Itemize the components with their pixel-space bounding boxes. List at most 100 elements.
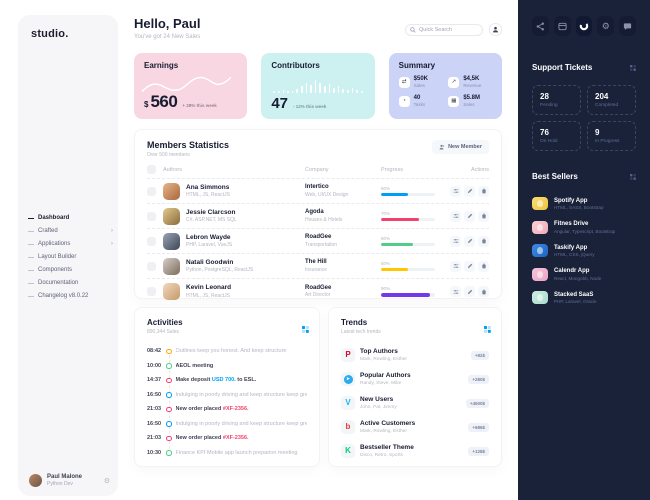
- edit-button[interactable]: [464, 210, 475, 222]
- settings-button[interactable]: [450, 286, 461, 297]
- activities-subtitle: 890,344 Sales: [147, 329, 179, 335]
- delete-button[interactable]: [478, 235, 489, 247]
- grid-dots-icon[interactable]: [630, 58, 636, 76]
- chat-button[interactable]: [619, 16, 636, 36]
- progress-bar: [381, 267, 435, 272]
- sidebar-item-crafted[interactable]: Crafted ›: [28, 224, 113, 237]
- trend-item[interactable]: V New Users John, Pat, Jimmy +4500$: [341, 391, 489, 415]
- trend-item[interactable]: P Top Authors Mark, Rowling, Esther +82$: [341, 343, 489, 367]
- new-member-button[interactable]: New Member: [432, 140, 489, 154]
- best-seller-item[interactable]: Fitnes Drive Angular, Typescript, Bootstr…: [532, 216, 636, 240]
- status-dot: [166, 348, 172, 354]
- delete-button[interactable]: [478, 286, 489, 297]
- author-skills: HTML, JS, ReactJS: [186, 192, 230, 199]
- delete-button[interactable]: [478, 260, 489, 272]
- user-name: Paul Malone: [47, 474, 83, 480]
- best-seller-item[interactable]: Stacked SaaS PHP, Laravel, Oracle: [532, 286, 636, 310]
- activity-button[interactable]: [575, 16, 593, 36]
- swap-icon: ⇄: [398, 76, 410, 88]
- edit-button[interactable]: [464, 235, 475, 247]
- share-button[interactable]: [532, 16, 549, 36]
- author-skills: HTML, JS, ReactJS: [186, 292, 230, 299]
- progress-label: 50%: [381, 260, 391, 266]
- activity-link[interactable]: #XF-2356.: [222, 406, 249, 413]
- ticket-card: 204 Completed: [587, 85, 636, 115]
- contributors-delta: - 12% this week: [293, 104, 327, 109]
- row-checkbox[interactable]: [147, 211, 156, 221]
- summary-item: ▦ $5.8M Sales: [448, 95, 492, 107]
- progress-bar: [381, 217, 435, 222]
- edit-button[interactable]: [464, 185, 475, 197]
- sidebar-item-applications[interactable]: Applications ›: [28, 237, 113, 250]
- bing-icon: b: [341, 420, 355, 434]
- loader-icon: [579, 21, 589, 31]
- gear-icon: ⚙: [601, 20, 610, 31]
- row-checkbox[interactable]: [147, 186, 156, 196]
- progress-label: 60%: [381, 235, 391, 241]
- trend-badge: +280$: [468, 374, 489, 384]
- settings-button[interactable]: [450, 260, 461, 272]
- settings-button[interactable]: [450, 235, 461, 247]
- activity-link[interactable]: USD 700.: [211, 377, 236, 384]
- company-name: The Hill: [305, 259, 327, 266]
- sliders-icon: [453, 289, 458, 294]
- row-checkbox[interactable]: [147, 236, 156, 246]
- author-skills: C#, ASP.NET, MS SQL: [186, 217, 237, 224]
- window-button[interactable]: [553, 16, 571, 36]
- contributors-title: Contributors: [271, 61, 320, 70]
- delete-button[interactable]: [478, 185, 489, 197]
- trend-badge: +686$: [468, 422, 489, 432]
- sidebar-item-layout-builder[interactable]: Layout Builder: [28, 250, 113, 263]
- trend-item[interactable]: K Bestseller Theme Disco, Retro, Sports +12…: [341, 439, 489, 463]
- select-all-checkbox[interactable]: [147, 165, 156, 174]
- company-name: RoadGee: [305, 284, 332, 291]
- gear-icon[interactable]: ⚙: [103, 477, 110, 485]
- grid-dots-icon[interactable]: [630, 167, 636, 185]
- trend-item[interactable]: b Active Customers Mark, Rowling, Esther +6…: [341, 415, 489, 439]
- sidebar-item-components[interactable]: Components: [28, 263, 113, 276]
- product-thumbnail: [532, 244, 548, 258]
- trend-list: P Top Authors Mark, Rowling, Esther +82$ ➤ P…: [341, 343, 489, 463]
- settings-button[interactable]: ⚙: [597, 16, 615, 36]
- trend-item[interactable]: ➤ Popular Authors Randy, Steve, Mike +280$: [341, 367, 489, 391]
- apps-grid-icon[interactable]: [484, 320, 491, 338]
- trend-badge: +4500$: [465, 398, 489, 408]
- members-title: Members Statistics: [147, 140, 230, 150]
- activity-link[interactable]: #XF-2356.: [222, 435, 249, 442]
- search-input[interactable]: [419, 26, 478, 33]
- pencil-icon: [467, 238, 472, 244]
- chevron-right-icon: ›: [110, 227, 113, 234]
- pencil-icon: [467, 289, 472, 294]
- trash-icon: [481, 238, 486, 244]
- profile-button[interactable]: [489, 23, 502, 36]
- author-name: Ana Simmons: [186, 183, 230, 191]
- sidebar-item-label: Components: [38, 266, 73, 273]
- trends-title: Trends: [341, 318, 368, 327]
- delete-button[interactable]: [478, 210, 489, 222]
- apps-grid-icon[interactable]: [302, 320, 309, 338]
- best-seller-item[interactable]: Calendr App React, Mongobb, Node: [532, 263, 636, 287]
- settings-button[interactable]: [450, 185, 461, 197]
- sidebar-item-label: Applications: [38, 240, 71, 247]
- sidebar-item-dashboard[interactable]: Dashboard: [28, 211, 113, 224]
- sidebar-item-changelog[interactable]: Changelog v8.0.22: [28, 289, 113, 302]
- share-nodes-icon: [536, 22, 544, 30]
- activity-item: 21:03 New order placed #XF-2356.: [147, 406, 249, 413]
- trash-icon: [481, 263, 486, 269]
- row-checkbox[interactable]: [147, 261, 156, 271]
- best-seller-item[interactable]: Spotify App HTML, SASS, Bootstrap: [532, 192, 636, 216]
- status-dot: [166, 435, 172, 441]
- author-name: Natali Goodwin: [186, 258, 234, 266]
- earnings-value: 560: [150, 92, 178, 111]
- activity-item: 10:00 AEOL meeting: [147, 362, 214, 369]
- edit-button[interactable]: [464, 286, 475, 297]
- chat-bubble-icon: [623, 22, 632, 30]
- table-row: Jessie Clarcson C#, ASP.NET, MS SQL Agoda…: [147, 204, 489, 229]
- best-seller-item[interactable]: Taskify App HTML, CSS, jQuery: [532, 239, 636, 263]
- edit-button[interactable]: [464, 260, 475, 272]
- sidebar-item-documentation[interactable]: Documentation: [28, 276, 113, 289]
- settings-button[interactable]: [450, 210, 461, 222]
- row-checkbox[interactable]: [147, 287, 156, 296]
- status-dot: [166, 421, 172, 427]
